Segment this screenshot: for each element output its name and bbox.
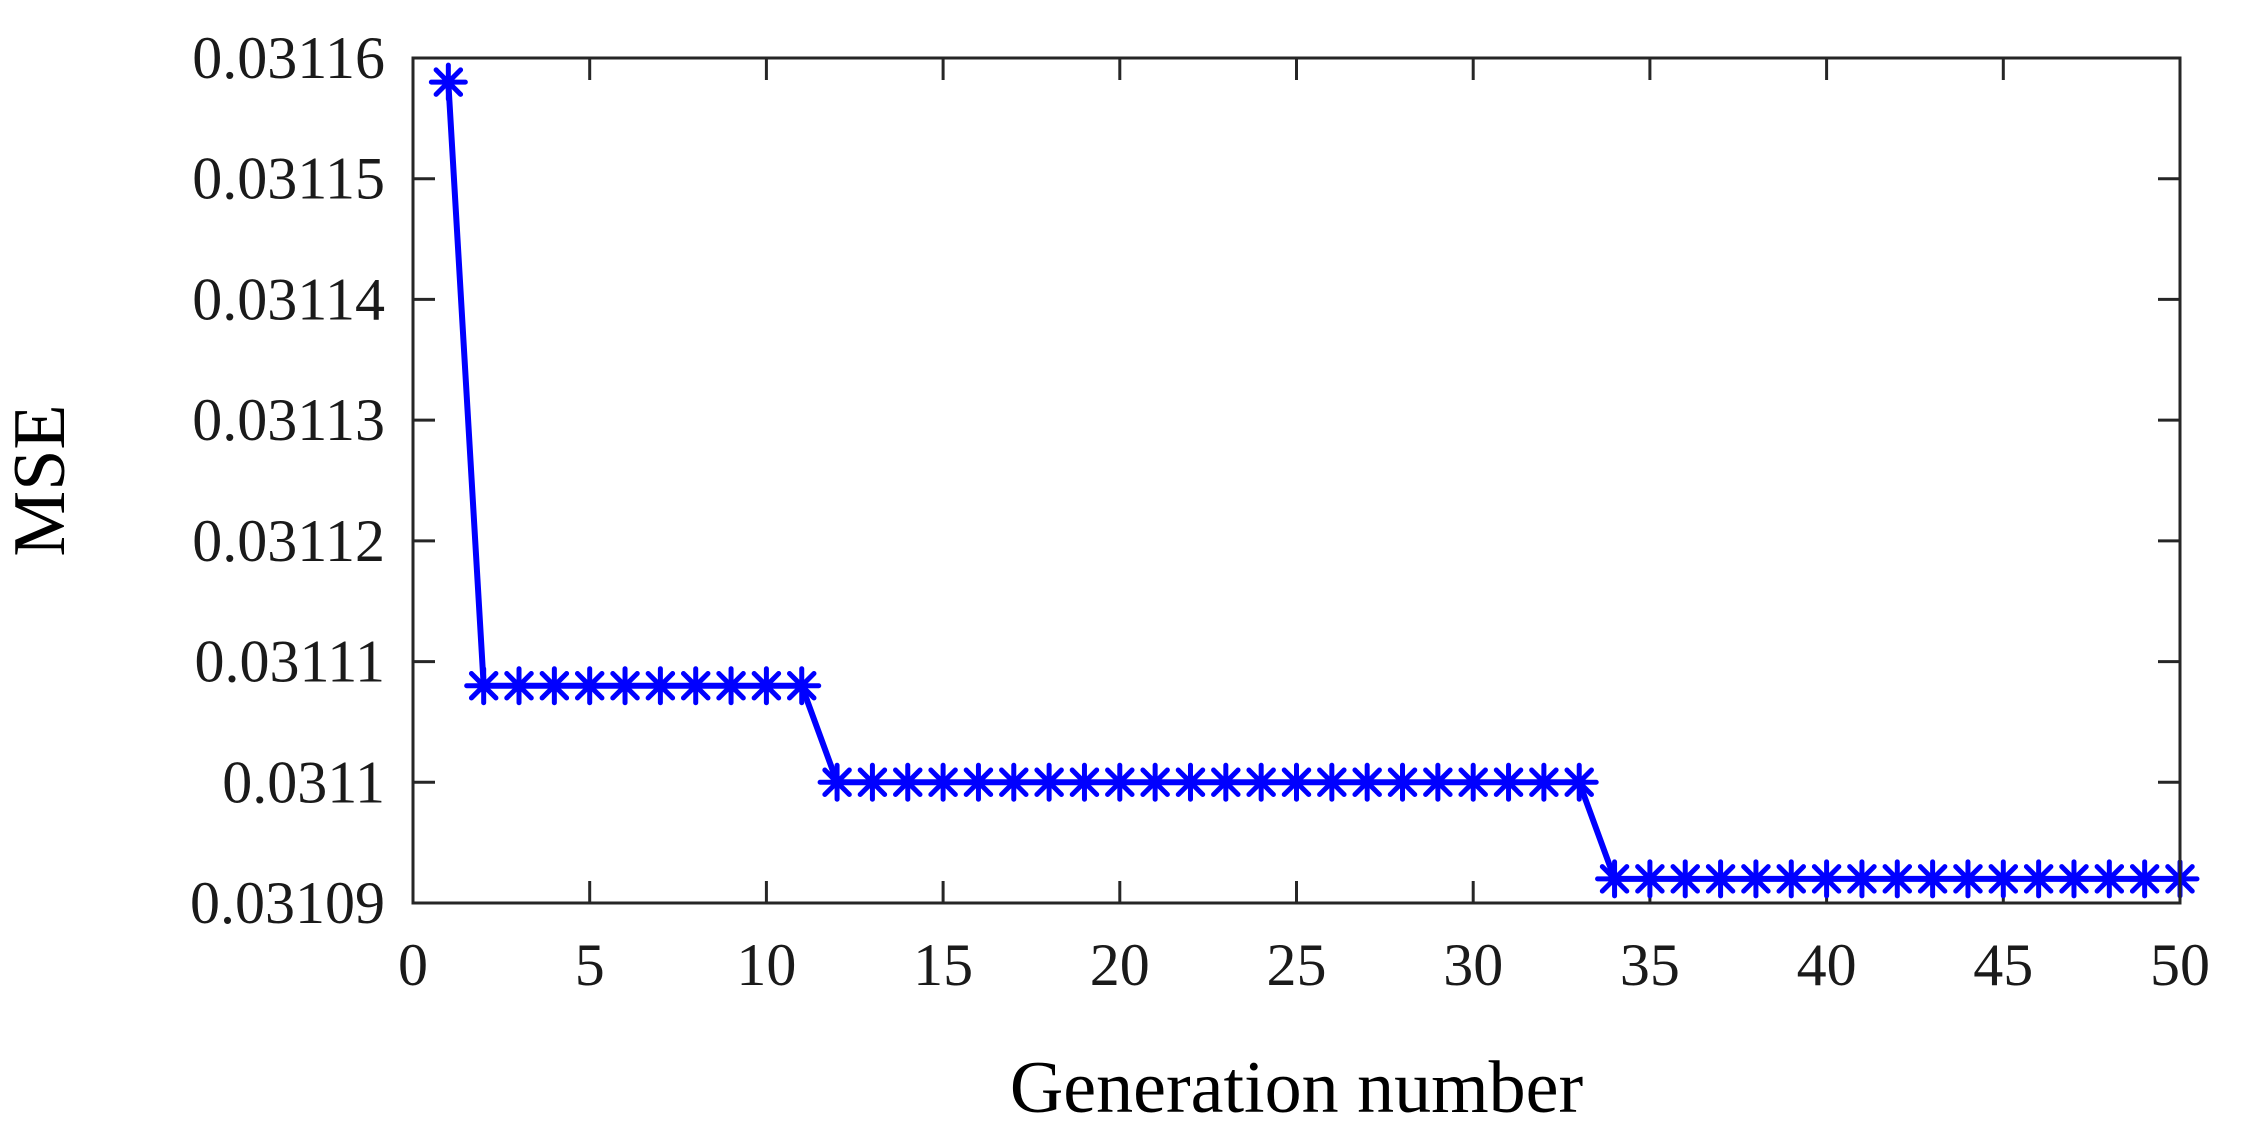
data-point-marker	[1064, 762, 1104, 802]
data-point-marker	[1877, 859, 1917, 899]
x-tick-label: 25	[1267, 932, 1327, 998]
data-point-marker	[1736, 859, 1776, 899]
y-tick-label: 0.0311	[222, 749, 385, 815]
data-point-marker	[923, 762, 963, 802]
data-point-marker	[1842, 859, 1882, 899]
data-point-marker	[464, 666, 504, 706]
x-tick-label: 20	[1090, 932, 1150, 998]
data-point-marker	[1206, 762, 1246, 802]
x-tick-label: 5	[575, 932, 605, 998]
data-point-marker	[570, 666, 610, 706]
data-series	[428, 62, 2200, 899]
data-point-marker	[2019, 859, 2059, 899]
data-point-marker	[782, 666, 822, 706]
y-tick-label: 0.03109	[190, 870, 385, 936]
data-point-marker	[1170, 762, 1210, 802]
data-point-marker	[1312, 762, 1352, 802]
data-point-marker	[1489, 762, 1529, 802]
data-point-marker	[1630, 859, 1670, 899]
data-point-marker	[1807, 859, 1847, 899]
tick-labels: 0 5 10 15 20 25 30 35 40 45 50 0.03109 0.0311 0.03111…	[190, 25, 2210, 998]
x-axis-title: Generation number	[1010, 1047, 1583, 1129]
data-point-marker	[994, 762, 1034, 802]
x-tick-label: 40	[1797, 932, 1857, 998]
data-point-marker	[1277, 762, 1316, 802]
data-point-marker	[1383, 762, 1423, 802]
data-point-marker	[1029, 762, 1069, 802]
data-point-marker	[605, 666, 645, 706]
data-point-marker	[1595, 859, 1635, 899]
data-point-marker	[1100, 762, 1140, 802]
data-point-marker	[1983, 859, 2023, 899]
data-point-marker	[1913, 859, 1953, 899]
plot-frame	[411, 56, 2182, 905]
data-point-marker	[1453, 762, 1493, 802]
data-point-marker	[1524, 762, 1564, 802]
y-tick-label: 0.03112	[192, 508, 385, 574]
y-tick-label: 0.03116	[192, 25, 385, 91]
data-point-marker	[2125, 859, 2165, 899]
data-point-marker	[1771, 859, 1811, 899]
data-point-marker	[711, 666, 751, 706]
y-tick-label: 0.03111	[194, 629, 385, 695]
y-tick-label: 0.03115	[192, 146, 385, 212]
data-point-marker	[1418, 762, 1458, 802]
data-point-marker	[958, 762, 998, 802]
y-tick-label: 0.03114	[192, 266, 385, 332]
data-point-marker	[1948, 859, 1988, 899]
data-point-marker	[499, 666, 539, 706]
data-point-marker	[852, 762, 892, 802]
x-tick-label: 30	[1443, 932, 1503, 998]
x-tick-label: 0	[398, 932, 428, 998]
data-point-marker	[676, 666, 716, 706]
x-tick-label: 10	[736, 932, 796, 998]
x-tick-label: 50	[2150, 932, 2210, 998]
y-tick-label: 0.03113	[192, 387, 385, 453]
data-point-marker	[817, 762, 857, 802]
data-point-marker	[2089, 859, 2129, 899]
data-point-marker	[2054, 859, 2094, 899]
data-point-marker	[1665, 859, 1705, 899]
data-point-marker	[428, 62, 468, 102]
data-point-marker	[534, 666, 574, 706]
x-tick-label: 45	[1973, 932, 2033, 998]
data-point-marker	[1241, 762, 1281, 802]
data-point-marker	[640, 666, 680, 706]
x-tick-label: 15	[913, 932, 973, 998]
y-axis-title: MSE	[0, 404, 81, 556]
x-tick-label: 35	[1620, 932, 1680, 998]
data-point-marker	[1701, 859, 1741, 899]
data-point-marker	[1347, 762, 1387, 802]
data-point-marker	[888, 762, 928, 802]
data-point-marker	[746, 666, 786, 706]
data-point-marker	[1559, 762, 1599, 802]
data-point-marker	[1135, 762, 1175, 802]
